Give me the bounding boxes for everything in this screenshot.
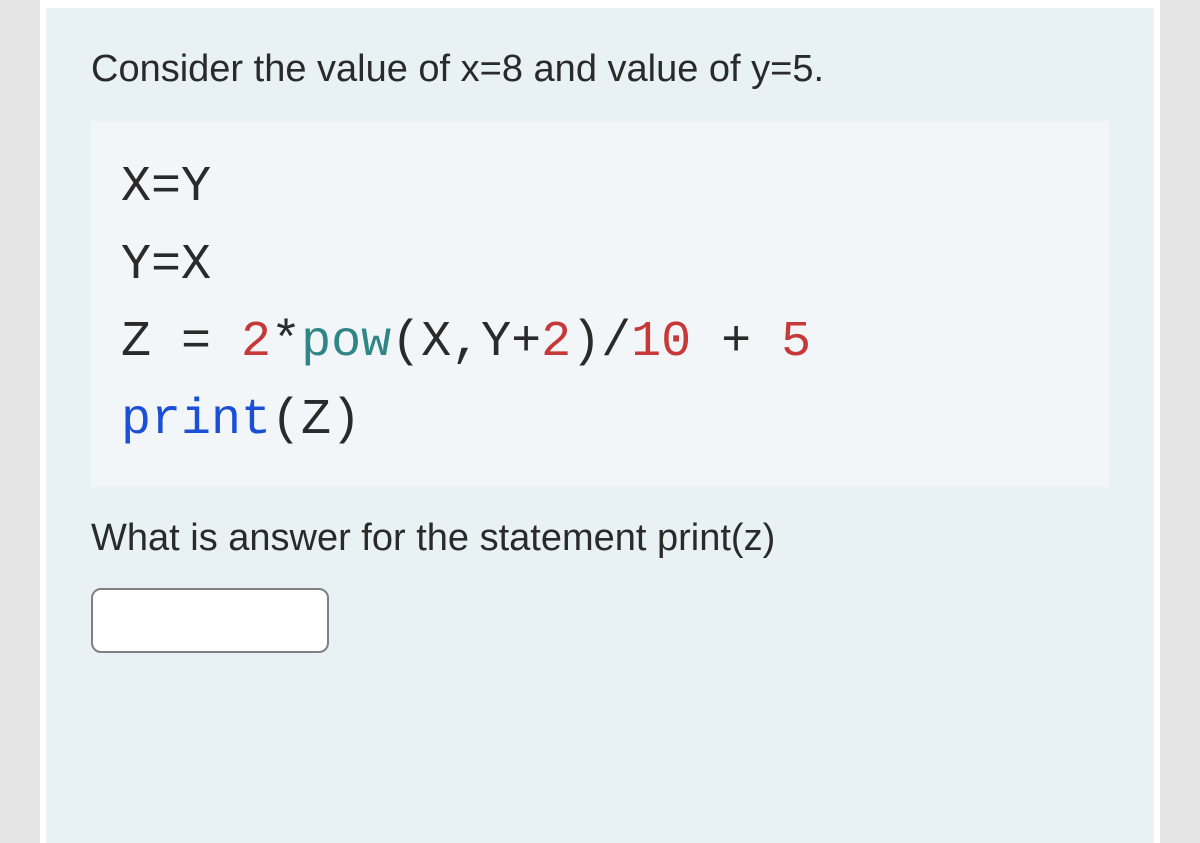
code-line-0: X=Y [121,149,1079,227]
question-followup: What is answer for the statement print(z… [91,517,1109,560]
code-line-2: Z = 2*pow(X,Y+2)/10 + 5 [121,304,1079,382]
code-line-1: Y=X [121,227,1079,305]
card-top-border [46,0,1154,8]
question-prompt: Consider the value of x=8 and value of y… [91,48,1109,91]
card-wrapper: Consider the value of x=8 and value of y… [40,0,1160,843]
code-line-3: print(Z) [121,382,1079,460]
code-block: X=Y Y=X Z = 2*pow(X,Y+2)/10 + 5 print(Z) [91,121,1109,487]
answer-input[interactable] [91,588,329,653]
question-card: Consider the value of x=8 and value of y… [46,8,1154,843]
